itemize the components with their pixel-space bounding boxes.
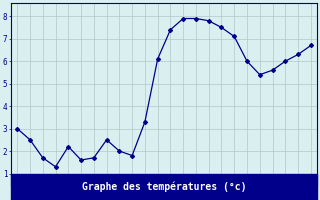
Text: Graphe des températures (°c): Graphe des températures (°c) [82,182,246,192]
